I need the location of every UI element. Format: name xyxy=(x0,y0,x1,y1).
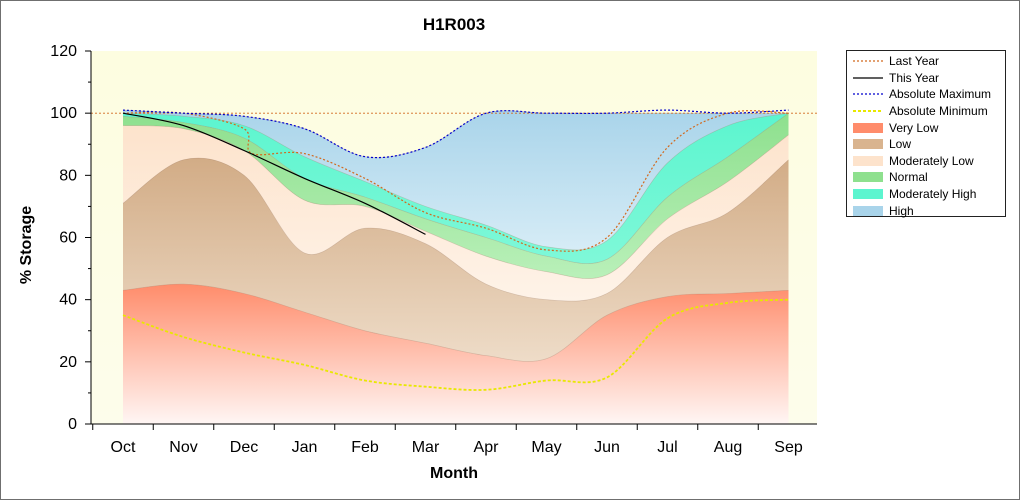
band-low-edge xyxy=(122,157,789,302)
legend-label: Absolute Minimum xyxy=(889,104,988,119)
x-tick-label: Aug xyxy=(714,439,742,456)
y-axis-label: % Storage xyxy=(18,205,35,285)
band-high-edge xyxy=(122,109,789,158)
legend-label: Normal xyxy=(889,170,928,185)
band-low xyxy=(123,158,789,362)
band-moderately-low xyxy=(123,125,789,302)
y-tick-label: 20 xyxy=(59,354,77,371)
x-tick-label: Nov xyxy=(169,439,197,456)
series-absolute-minimum xyxy=(122,298,789,391)
legend-swatch xyxy=(853,155,883,166)
legend-item: Normal xyxy=(853,169,1005,186)
legend-label: This Year xyxy=(889,70,940,85)
x-tick-label: Oct xyxy=(111,439,136,456)
legend-label: Low xyxy=(889,137,912,152)
series-this-year xyxy=(122,112,426,235)
chart-title: H1R003 xyxy=(422,15,486,34)
y-tick-label: 80 xyxy=(59,167,77,184)
x-tick-label: Jan xyxy=(292,439,318,456)
legend-label: Moderately High xyxy=(889,187,977,202)
legend-swatch xyxy=(853,56,883,66)
legend-swatch xyxy=(853,122,883,133)
x-tick-label: Feb xyxy=(351,439,379,456)
legend-swatch xyxy=(853,89,883,99)
y-tick-label: 100 xyxy=(50,105,77,122)
legend: Last Year This Year Absolute Maximum Absolu… xyxy=(846,50,1006,219)
band-very-low-edge xyxy=(122,283,789,362)
legend-item: Low xyxy=(853,136,1005,153)
legend-swatch xyxy=(853,189,883,200)
x-tick-label: Jul xyxy=(657,439,677,456)
legend-label: Moderately Low xyxy=(889,153,974,168)
band-moderately-high-edge xyxy=(122,112,789,251)
x-tick-label: Mar xyxy=(412,439,440,456)
legend-label: Very Low xyxy=(889,120,939,135)
series-last-year xyxy=(122,110,789,252)
x-tick-label: Sep xyxy=(774,439,803,456)
legend-label: High xyxy=(889,203,914,218)
legend-item: This Year xyxy=(853,70,1005,87)
y-tick-label: 60 xyxy=(59,230,77,247)
legend-swatch xyxy=(853,205,883,216)
band-normal-edge xyxy=(122,112,789,264)
legend-item: Last Year xyxy=(853,53,1005,70)
y-tick-label: 0 xyxy=(68,416,77,433)
x-axis-label: Month xyxy=(430,465,478,482)
legend-label: Last Year xyxy=(889,54,940,69)
band-moderately-high xyxy=(123,113,789,264)
band-normal xyxy=(123,113,789,279)
x-tick-label: May xyxy=(531,439,561,456)
legend-swatch xyxy=(853,139,883,150)
band-very-low xyxy=(123,284,789,424)
x-tick-label: Dec xyxy=(230,439,258,456)
legend-item: Moderately High xyxy=(853,186,1005,203)
legend-item: High xyxy=(853,202,1005,219)
legend-swatch xyxy=(853,106,883,116)
legend-swatch xyxy=(853,172,883,183)
x-tick-label: Jun xyxy=(594,439,620,456)
legend-item: Very Low xyxy=(853,119,1005,136)
legend-item: Absolute Minimum xyxy=(853,103,1005,120)
legend-swatch xyxy=(853,73,883,83)
band-high xyxy=(123,110,789,250)
y-tick-label: 40 xyxy=(59,292,77,309)
y-tick-label: 120 xyxy=(50,43,77,60)
legend-item: Moderately Low xyxy=(853,153,1005,170)
legend-item: Absolute Maximum xyxy=(853,86,1005,103)
legend-label: Absolute Maximum xyxy=(889,87,992,102)
series-absolute-maximum xyxy=(122,109,789,159)
x-tick-label: Apr xyxy=(474,439,500,456)
